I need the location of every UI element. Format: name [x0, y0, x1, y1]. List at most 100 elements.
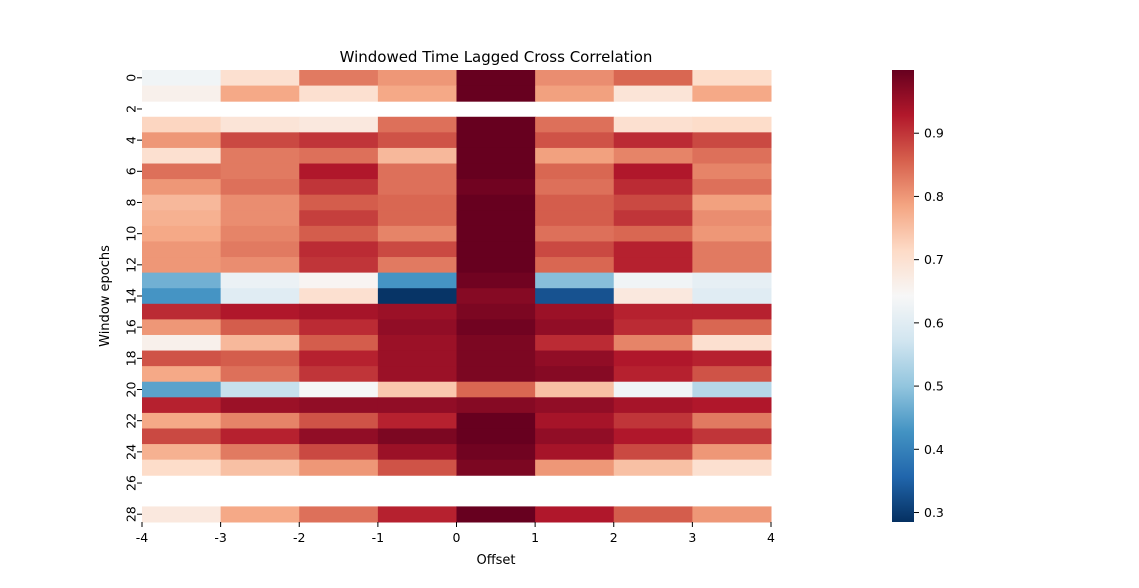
heatmap-cell [692, 257, 772, 274]
colorbar-tick-label: 0.3 [924, 505, 944, 520]
colorbar-tick-label: 0.9 [924, 126, 944, 141]
heatmap-cell [220, 70, 300, 87]
heatmap-cell [535, 506, 615, 523]
heatmap-cell [456, 257, 536, 274]
heatmap-cell [299, 85, 379, 102]
heatmap-cell [377, 147, 458, 165]
heatmap-cell [535, 194, 615, 211]
x-tick-label: 3 [688, 530, 696, 545]
heatmap-cell [377, 194, 458, 211]
heatmap-cell [299, 397, 379, 414]
x-tick-label: 4 [767, 530, 775, 545]
heatmap-cell [535, 241, 615, 258]
heatmap-cell [535, 257, 615, 274]
heatmap-cell [535, 272, 615, 289]
heatmap-cell [692, 366, 772, 383]
heatmap-cell [299, 163, 379, 180]
colorbar-tick-label: 0.4 [924, 442, 944, 457]
heatmap-cell [456, 303, 536, 320]
heatmap-cell [456, 116, 536, 133]
heatmap-cell [692, 85, 772, 102]
heatmap-cell [692, 225, 772, 242]
x-tick-label: -3 [214, 530, 226, 545]
heatmap-cell [220, 257, 300, 274]
heatmap-cell [142, 70, 222, 87]
heatmap-cell [299, 381, 379, 398]
heatmap-cell [299, 241, 379, 258]
y-tick-label: 12 [124, 257, 139, 273]
heatmap-cell [220, 444, 300, 461]
heatmap-cell [613, 147, 693, 165]
heatmap-cell [299, 428, 379, 445]
heatmap-cell [220, 116, 300, 133]
heatmap-cell [535, 319, 615, 336]
heatmap-cell [535, 225, 615, 242]
heatmap-cell [535, 397, 615, 414]
heatmap-cell [142, 444, 222, 461]
heatmap-cell [377, 179, 458, 196]
x-tick-label: -1 [372, 530, 384, 545]
heatmap-cell [613, 350, 693, 367]
heatmap-cell [220, 303, 300, 320]
heatmap-cell [142, 132, 222, 149]
heatmap-cell [377, 459, 458, 476]
heatmap-cell [456, 225, 536, 242]
heatmap-cell [142, 334, 222, 352]
heatmap-cell [613, 412, 693, 429]
heatmap-cell [613, 334, 693, 352]
heatmap-cell [142, 288, 222, 305]
y-axis-label: Window epochs [98, 245, 113, 347]
heatmap-cell [535, 381, 615, 398]
heatmap-cell [220, 397, 300, 414]
heatmap-cell [456, 459, 536, 476]
heatmap-cell [613, 257, 693, 274]
x-tick-label: 2 [610, 530, 618, 545]
x-tick-label: 1 [531, 530, 539, 545]
y-tick-label: 28 [124, 506, 139, 522]
heatmap-cell [142, 147, 222, 165]
heatmap-cell [142, 319, 222, 336]
heatmap-cell [535, 350, 615, 367]
heatmap-cell [377, 132, 458, 149]
heatmap-cell [692, 132, 772, 149]
heatmap-cell [220, 272, 300, 289]
y-tick-label: 4 [124, 136, 139, 144]
heatmap-cell [692, 179, 772, 196]
heatmap-cell [377, 397, 458, 414]
heatmap-cell [692, 210, 772, 227]
heatmap-cell [456, 179, 536, 196]
y-tick-label: 0 [124, 74, 139, 82]
heatmap-cell [456, 132, 536, 149]
colorbar-tick-label: 0.7 [924, 252, 944, 267]
heatmap-cell [299, 179, 379, 196]
heatmap-cell [220, 381, 300, 398]
colorbar-tick-label: 0.5 [924, 379, 944, 394]
heatmap-cell [299, 272, 379, 289]
y-tick-label: 24 [124, 444, 139, 460]
x-axis-label: Offset [476, 553, 515, 568]
heatmap-cell [299, 210, 379, 227]
heatmap-cell [142, 412, 222, 429]
heatmap-cell [613, 506, 693, 523]
heatmap-cell [456, 334, 536, 352]
heatmap-cell [142, 428, 222, 445]
y-tick-label: 18 [124, 350, 139, 366]
heatmap-cell [613, 116, 693, 133]
heatmap-cell [692, 70, 772, 87]
heatmap-cell [220, 350, 300, 367]
heatmap-cell [377, 366, 458, 383]
heatmap-cell [535, 116, 615, 133]
heatmap-cell [142, 116, 222, 133]
heatmap-cell [377, 412, 458, 429]
heatmap-cell [692, 350, 772, 367]
y-tick-label: 26 [124, 475, 139, 491]
heatmap-cell [142, 381, 222, 398]
heatmap-cell [456, 412, 536, 429]
heatmap-cell [299, 506, 379, 523]
y-tick-label: 14 [124, 288, 139, 304]
heatmap-cell [692, 272, 772, 289]
heatmap-cell [142, 397, 222, 414]
heatmap-cell [535, 179, 615, 196]
colorbar: 0.3 0.4 0.5 0.6 0.7 0.8 0.9 [892, 70, 944, 522]
